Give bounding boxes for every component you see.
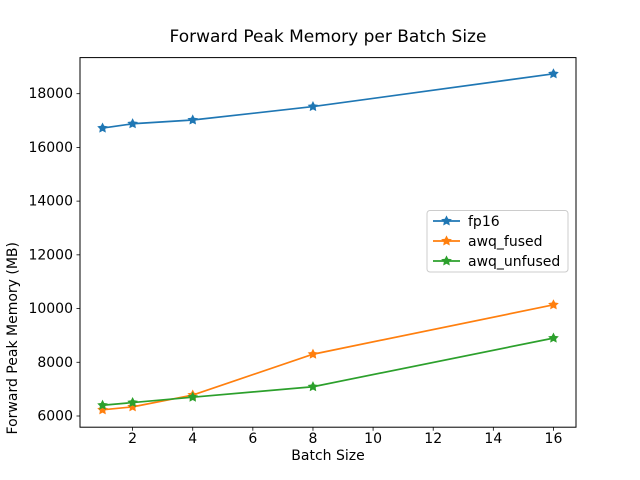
legend-label-awq_fused: awq_fused bbox=[468, 234, 543, 250]
legend-label-awq_unfused: awq_unfused bbox=[468, 254, 560, 270]
y-tick-label: 12000 bbox=[28, 247, 73, 263]
x-tick-label: 2 bbox=[128, 431, 137, 447]
x-tick-label: 10 bbox=[364, 431, 382, 447]
data-point-awq_unfused bbox=[307, 381, 319, 392]
y-tick-label: 14000 bbox=[28, 194, 73, 210]
legend-sample-marker-awq_unfused bbox=[441, 255, 452, 266]
legend-box bbox=[426, 210, 569, 273]
legend-label-fp16: fp16 bbox=[468, 214, 500, 230]
y-tick-label: 16000 bbox=[28, 140, 73, 156]
series-line-awq_unfused bbox=[101, 337, 555, 407]
x-axis-label: Batch Size bbox=[291, 448, 365, 464]
data-point-fp16 bbox=[187, 114, 199, 125]
y-tick-label: 18000 bbox=[28, 86, 73, 102]
plot-frame bbox=[79, 57, 577, 428]
data-point-awq_fused bbox=[548, 299, 559, 310]
data-point-fp16 bbox=[97, 122, 108, 133]
series-line-fp16 bbox=[101, 72, 555, 129]
data-point-awq_fused bbox=[127, 401, 138, 412]
chart-title: Forward Peak Memory per Batch Size bbox=[169, 27, 487, 47]
data-point-fp16 bbox=[127, 118, 138, 129]
data-point-awq_unfused bbox=[548, 332, 559, 343]
x-tick-label: 12 bbox=[424, 431, 442, 447]
y-tick-label: 8000 bbox=[37, 355, 73, 371]
y-tick-label: 10000 bbox=[28, 301, 73, 317]
x-tick-label: 6 bbox=[248, 431, 257, 447]
data-point-awq_unfused bbox=[127, 396, 138, 408]
data-point-awq_unfused bbox=[97, 399, 108, 410]
legend-sample-marker-fp16 bbox=[441, 215, 452, 226]
y-axis-label-text: Forward Peak Memory (MB) bbox=[5, 241, 21, 435]
legend-sample-marker-awq_fused bbox=[441, 235, 452, 246]
data-point-awq_fused bbox=[307, 348, 319, 359]
x-tick-label: 16 bbox=[545, 431, 563, 447]
y-tick-label: 6000 bbox=[37, 409, 73, 425]
data-point-awq_fused bbox=[97, 404, 108, 415]
x-tick-label: 14 bbox=[484, 431, 502, 447]
data-point-fp16 bbox=[307, 100, 319, 112]
x-tick-label: 8 bbox=[309, 431, 318, 447]
data-point-awq_unfused bbox=[187, 391, 199, 402]
series-line-awq_fused bbox=[101, 303, 555, 411]
data-point-fp16 bbox=[548, 68, 559, 79]
x-tick-label: 4 bbox=[188, 431, 197, 447]
